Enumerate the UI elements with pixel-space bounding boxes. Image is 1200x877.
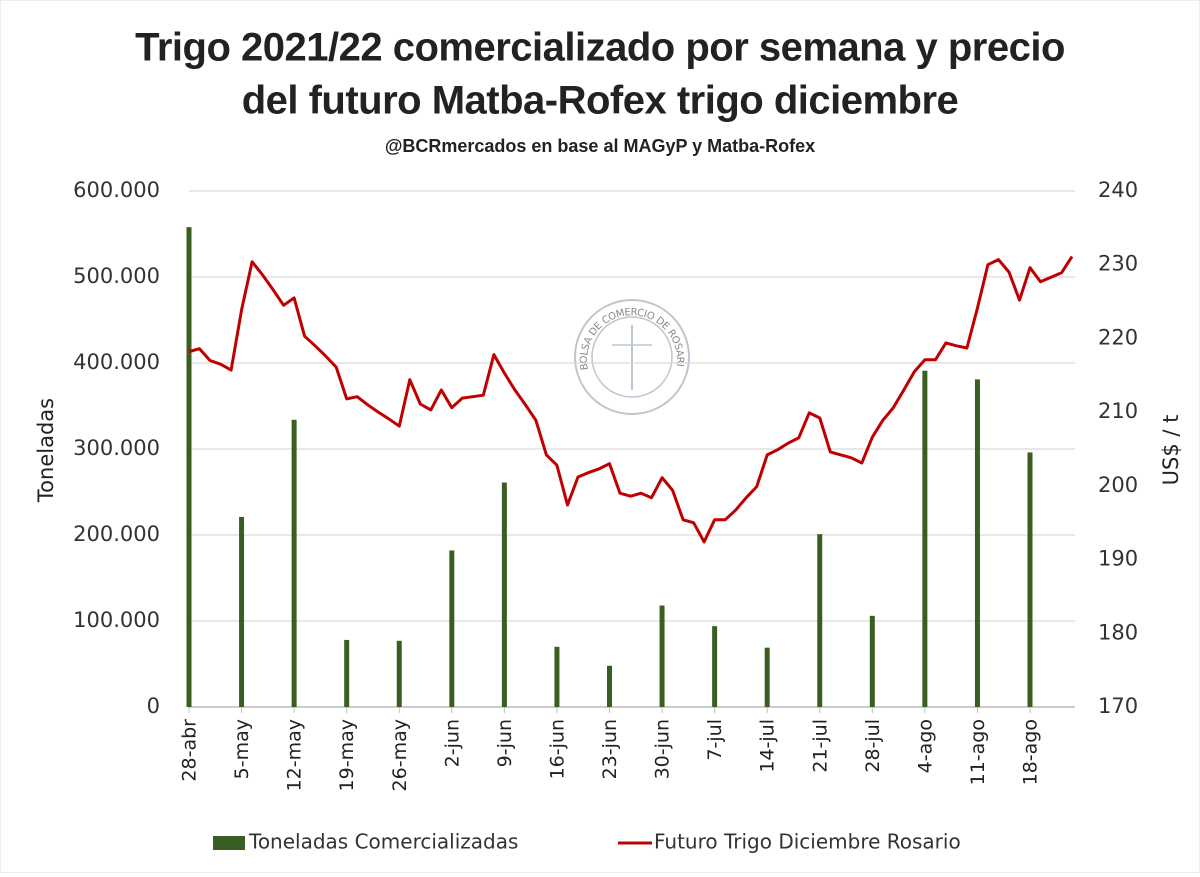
legend-label: Toneladas Comercializadas [248, 830, 518, 854]
x-tick-label: 28-jul [862, 719, 884, 773]
bar [291, 419, 297, 707]
y-tick-label: 0 [147, 694, 160, 718]
bar [1027, 452, 1033, 707]
y2-tick-label: 170 [1098, 694, 1138, 718]
y2-axis-label: US$ / t [1159, 415, 1183, 486]
y-tick-label: 200.000 [73, 522, 160, 546]
x-tick-label: 18-ago [1020, 719, 1042, 785]
bar [607, 665, 612, 707]
chart-title: del futuro Matba-Rofex trigo diciembre [242, 79, 959, 123]
bar [501, 482, 507, 707]
y-tick-label: 400.000 [73, 350, 160, 374]
bar [659, 605, 665, 707]
x-tick-label: 9-jun [494, 719, 516, 767]
bar [239, 516, 245, 707]
logo-ring [591, 316, 673, 398]
bar [712, 626, 718, 707]
line [188, 255, 1074, 544]
x-tick-label: 2-jun [441, 719, 463, 767]
y-axis-label: Toneladas [34, 398, 58, 503]
bar [186, 227, 192, 707]
legend-swatch [213, 836, 245, 850]
x-tick-label: 12-may [284, 719, 306, 791]
y-tick-label: 500.000 [73, 264, 160, 288]
bar [869, 615, 875, 707]
chart-title: Trigo 2021/22 comercializado por semana … [135, 26, 1065, 70]
y2-tick-label: 240 [1098, 178, 1138, 202]
bar [974, 379, 980, 707]
bar [396, 640, 402, 707]
x-tick-label: 7-jul [704, 719, 726, 761]
x-tick-label: 26-may [389, 719, 411, 791]
logo-ring [574, 299, 690, 415]
bar [922, 370, 928, 707]
y2-tick-label: 220 [1098, 325, 1138, 349]
bar [817, 534, 823, 707]
y2-tick-label: 230 [1098, 252, 1138, 276]
bar [449, 550, 455, 707]
x-tick-label: 5-may [231, 719, 253, 779]
y2-tick-label: 210 [1098, 399, 1138, 423]
x-tick-label: 30-jun [652, 719, 674, 779]
bar [554, 646, 560, 707]
x-tick-label: 14-jul [757, 719, 779, 773]
y-tick-label: 600.000 [73, 178, 160, 202]
y2-tick-label: 190 [1098, 547, 1138, 571]
x-tick-label: 4-ago [914, 719, 936, 773]
x-tick-label: 16-jun [546, 719, 568, 779]
x-tick-label: 11-ago [967, 719, 989, 785]
chart-subtitle: @BCRmercados en base al MAGyP y Matba-Ro… [385, 136, 815, 156]
x-tick-label: 19-may [336, 719, 358, 791]
y-tick-label: 300.000 [73, 436, 160, 460]
x-tick-label: 28-abr [179, 719, 201, 782]
y2-tick-label: 180 [1098, 620, 1138, 644]
legend-label: Futuro Trigo Diciembre Rosario [654, 830, 961, 854]
bar [764, 647, 770, 707]
bar [344, 639, 350, 707]
x-tick-label: 21-jul [809, 719, 831, 773]
y2-tick-label: 200 [1098, 473, 1138, 497]
x-tick-label: 23-jun [599, 719, 621, 779]
y-tick-label: 100.000 [73, 608, 160, 632]
